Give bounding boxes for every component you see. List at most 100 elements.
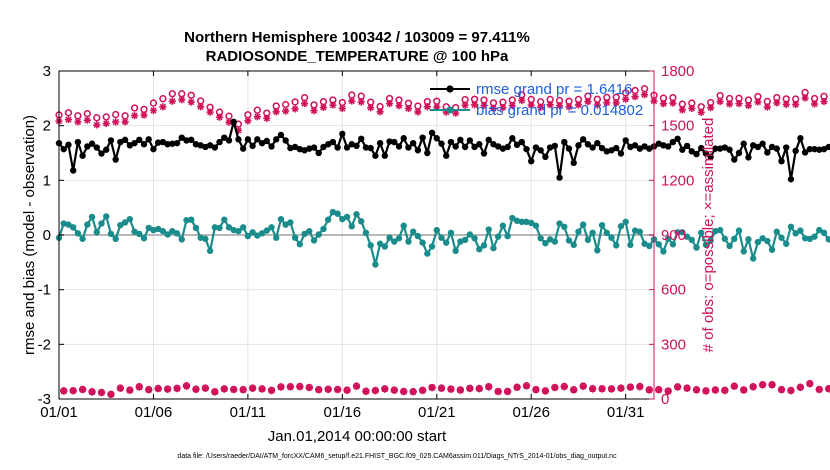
bias-point [88,213,96,221]
obs-assimilated-point [759,381,767,389]
obs-assimilated-point [792,100,800,109]
rmse-point [561,138,568,146]
obs-assimilated-point [404,104,413,113]
obs-assimilated-point [168,97,176,105]
obs-assimilated-point [546,101,554,109]
obs-assimilated-point [442,108,450,116]
bias-point [532,222,540,229]
obs-assimilated-point [631,93,639,101]
obs-assimilated-point [683,384,691,393]
obs-assimilated-point [140,111,148,119]
bias-point [84,221,91,228]
obs-assimilated-point [201,384,209,393]
rmse-point [216,138,223,146]
bias-point [386,234,393,241]
bias-point [575,228,582,235]
y-tick-label-right: 900 [661,227,686,244]
obs-assimilated-point [249,384,257,393]
obs-assimilated-point [740,386,748,394]
obs-assimilated-point [513,383,521,392]
bias-point [617,223,625,230]
bias-point [178,236,185,243]
bias-point [825,236,830,243]
bias-point [343,213,351,221]
obs-assimilated-point [470,101,479,109]
obs-possible-point [121,112,129,120]
rmse-point [362,144,370,151]
bias-point [324,216,332,223]
obs-assimilated-point [504,388,512,396]
bias-point [310,237,318,244]
rmse-point [631,142,639,149]
bias-point [211,224,219,231]
rmse-point [282,137,289,144]
obs-assimilated-point [414,108,422,116]
bias-point [244,232,252,240]
bias-point [296,241,304,248]
bias-point [306,227,313,235]
obs-assimilated-point [735,100,743,108]
obs-possible-point [253,106,261,114]
bias-point [164,231,171,238]
rmse-point [320,143,327,151]
x-tick-label: 01/21 [418,404,456,421]
obs-assimilated-point [79,386,87,394]
obs-assimilated-point [452,109,460,117]
bias-point [466,231,474,238]
rmse-point [98,150,105,157]
obs-possible-point [159,95,167,103]
obs-assimilated-point [324,385,332,394]
obs-assimilated-point [182,382,191,390]
bias-point [787,223,795,230]
obs-assimilated-point [291,105,299,113]
obs-assimilated-point [584,98,592,106]
rmse-point [735,149,743,157]
obs-assimilated-point [225,118,233,126]
obs-possible-point [678,100,686,108]
obs-possible-point [310,101,318,109]
rmse-point [584,141,592,148]
x-tick-label: 01/31 [607,404,645,421]
rmse-point [154,139,162,146]
rmse-point [617,150,625,157]
bias-point [414,232,422,240]
rmse-point [424,149,431,157]
obs-assimilated-point [744,102,753,110]
rmse-point [230,118,237,126]
obs-assimilated-point [622,95,630,103]
bias-point [707,237,714,244]
rmse-point [221,134,228,141]
rmse-point [372,152,379,159]
bias-point [490,244,497,252]
obs-assimilated-point [126,386,134,395]
rmse-point [565,145,573,152]
obs-possible-point [187,91,195,99]
obs-possible-point [716,91,724,100]
bias-point [452,247,459,255]
obs-assimilated-point [329,101,337,109]
obs-assimilated-point [499,104,507,112]
rmse-point [277,131,285,139]
obs-possible-point [348,91,356,99]
rmse-point [376,139,384,147]
obs-assimilated-point [674,383,682,391]
obs-assimilated-point [711,386,719,394]
obs-assimilated-point [338,104,346,113]
rmse-point [65,141,72,148]
rmse-point [787,176,795,183]
bias-point [579,221,587,228]
bias-point [494,233,502,240]
rmse-point [315,149,322,157]
rmse-point [613,144,620,152]
rmse-point [594,139,601,147]
obs-assimilated-point [296,383,304,391]
bias-point [537,235,544,242]
rmse-point [664,143,672,150]
obs-assimilated-point [787,387,795,395]
obs-assimilated-point [112,118,120,126]
rmse-point [358,135,365,142]
rmse-point [150,145,157,153]
bias-point [693,244,700,251]
obs-assimilated-point [102,119,110,128]
y-tick-label: -2 [38,336,51,353]
